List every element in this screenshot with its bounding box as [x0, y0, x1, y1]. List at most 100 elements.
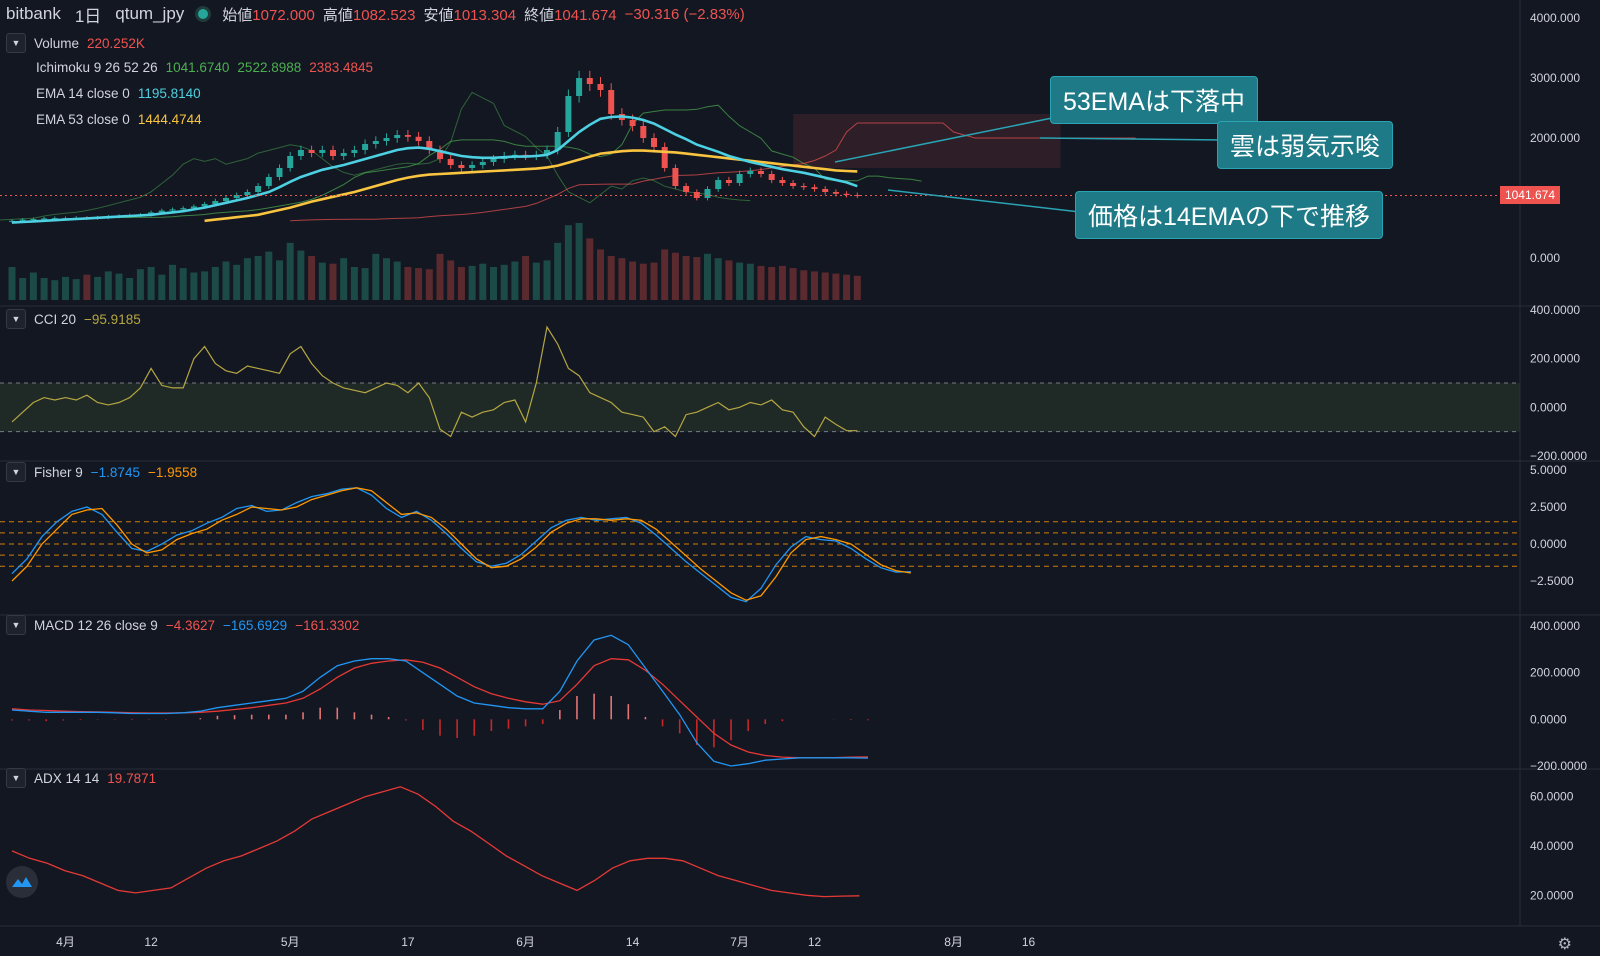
ichimoku-legend[interactable]: Ichimoku 9 26 52 26 1041.6740 2522.8988 …: [36, 60, 374, 75]
annotation-ema53[interactable]: 53EMAは下落中: [1050, 76, 1258, 124]
volume-bar: [479, 263, 487, 300]
macd-tick-label: 200.0000: [1530, 666, 1580, 680]
volume-bar: [318, 262, 326, 300]
adx-tick-label: 40.0000: [1530, 839, 1574, 853]
volume-bar: [554, 242, 562, 300]
candle-body: [308, 150, 315, 153]
candle-body: [437, 150, 443, 159]
volume-bar: [736, 262, 744, 300]
volume-bar: [62, 276, 69, 300]
candle-body: [201, 204, 208, 207]
interval-label[interactable]: 1日: [74, 6, 102, 26]
candle-body: [672, 168, 679, 186]
candle-body: [158, 210, 165, 213]
chevron-down-icon[interactable]: ▼: [6, 309, 26, 329]
ohlc-low: 安値1013.304: [423, 6, 517, 24]
market-status-icon: [198, 9, 209, 19]
tradingview-logo-icon[interactable]: [6, 866, 38, 898]
volume-bar: [714, 258, 722, 300]
ema14-legend[interactable]: EMA 14 close 0 1195.8140: [36, 86, 201, 101]
gear-icon[interactable]: ⚙: [1557, 936, 1572, 953]
exchange-name[interactable]: bitbank: [6, 4, 61, 23]
volume-bar: [158, 274, 166, 300]
candle-body: [319, 150, 326, 153]
cci-tick-label: 400.0000: [1530, 303, 1580, 317]
time-tick-label: 5月: [281, 935, 300, 949]
volume-bar: [500, 264, 508, 300]
volume-bar: [447, 260, 455, 300]
annotation-price[interactable]: 価格は14EMAの下で推移: [1075, 191, 1383, 239]
volume-bar: [297, 250, 305, 300]
ema53-legend[interactable]: EMA 53 close 0 1444.4744: [36, 112, 202, 127]
price-tick-label: 0.000: [1530, 251, 1560, 265]
volume-bar: [276, 260, 283, 300]
fisher-tick-label: 2.5000: [1530, 500, 1567, 514]
volume-bar: [597, 249, 604, 300]
volume-bar: [650, 262, 658, 300]
volume-bar: [415, 268, 423, 300]
volume-bar: [778, 265, 786, 300]
volume-bar: [404, 267, 412, 300]
candle-body: [683, 186, 690, 192]
ohlc-high: 高値1082.523: [322, 6, 416, 24]
ema14-line: [11, 115, 858, 224]
volume-bar: [147, 267, 155, 300]
volume-bar: [222, 261, 230, 300]
volume-bar: [457, 267, 465, 300]
chevron-down-icon[interactable]: ▼: [6, 768, 26, 788]
volume-bar: [607, 256, 615, 300]
chevron-down-icon[interactable]: ▼: [6, 33, 26, 53]
symbol-name[interactable]: qtum_jpy: [115, 4, 185, 23]
volume-bar: [243, 258, 251, 300]
volume-bar: [286, 242, 294, 300]
symbol-header: bitbank 1日 qtum_jpy 始値1072.000 高値1082.52…: [0, 0, 745, 28]
time-tick-label: 7月: [730, 935, 749, 949]
candle-body: [715, 180, 722, 189]
volume-bar: [490, 267, 497, 300]
candle-body: [244, 192, 251, 195]
candle-body: [404, 135, 411, 137]
volume-bar: [233, 264, 241, 300]
cci-tick-label: 0.0000: [1530, 400, 1567, 414]
candle-body: [340, 153, 347, 156]
candle-body: [394, 135, 401, 138]
volume-bar: [800, 270, 808, 300]
macd-line: [11, 634, 869, 767]
volume-bar: [340, 258, 348, 300]
adx-line: [11, 786, 860, 898]
candle-body: [576, 78, 583, 96]
time-tick-label: 4月: [56, 935, 75, 949]
price-tick-label: 2000.000: [1530, 131, 1580, 145]
ichimoku-lagging: [0, 91, 751, 221]
annotation-cloud[interactable]: 雲は弱気示唆: [1217, 121, 1394, 169]
macd-tick-label: −200.0000: [1530, 759, 1587, 773]
volume-bar: [704, 253, 711, 300]
volume-bar: [83, 274, 91, 300]
price-tick-label: 3000.000: [1530, 71, 1580, 85]
volume-bar: [94, 276, 102, 300]
candle-body: [790, 183, 797, 186]
candle-body: [490, 159, 497, 162]
fisher-tick-label: −2.5000: [1530, 574, 1574, 588]
volume-bar: [190, 272, 198, 300]
time-tick-label: 6月: [516, 935, 535, 949]
time-tick-label: 8月: [944, 935, 963, 949]
candle-body: [190, 206, 197, 209]
candle-body: [426, 141, 433, 150]
ohlc-open: 始値1072.000: [222, 6, 315, 24]
candle-body: [854, 195, 861, 196]
volume-bar: [629, 261, 637, 300]
volume-bar: [639, 263, 647, 300]
volume-bar: [543, 260, 551, 300]
volume-bar: [8, 267, 16, 300]
cci-legend: ▼ CCI 20 −95.9185: [6, 309, 141, 329]
cci-tick-label: −200.0000: [1530, 449, 1587, 463]
ichimoku-span-b: [290, 122, 1136, 222]
volume-bar: [383, 258, 390, 300]
volume-bar: [746, 263, 754, 300]
chevron-down-icon[interactable]: ▼: [6, 462, 26, 482]
volume-bar: [725, 260, 733, 300]
chevron-down-icon[interactable]: ▼: [6, 615, 26, 635]
candle-body: [704, 189, 711, 198]
